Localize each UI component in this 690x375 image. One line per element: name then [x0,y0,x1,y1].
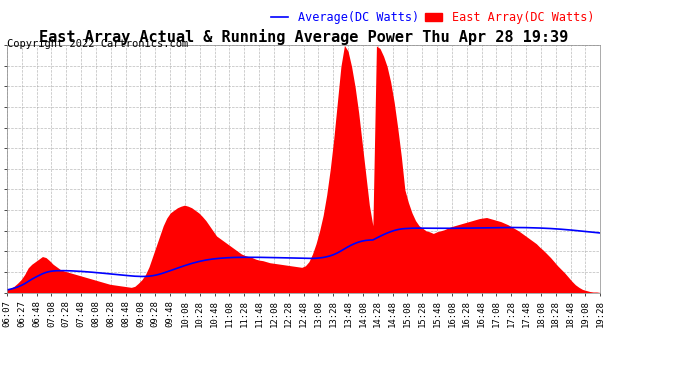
Legend: Average(DC Watts), East Array(DC Watts): Average(DC Watts), East Array(DC Watts) [270,11,594,24]
Title: East Array Actual & Running Average Power Thu Apr 28 19:39: East Array Actual & Running Average Powe… [39,29,569,45]
Text: Copyright 2022 Cartronics.com: Copyright 2022 Cartronics.com [7,39,188,50]
